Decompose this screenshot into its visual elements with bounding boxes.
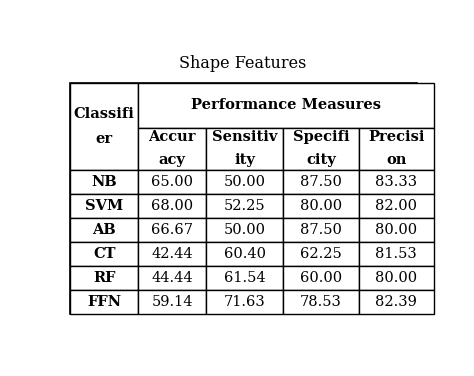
Bar	[283, 242, 359, 266]
Text: RF: RF	[93, 271, 116, 285]
Text: 50.00: 50.00	[224, 223, 266, 237]
Bar	[206, 194, 283, 218]
Bar	[70, 83, 418, 314]
Text: 62.25: 62.25	[300, 247, 342, 261]
Bar	[138, 218, 206, 242]
Text: 87.50: 87.50	[300, 223, 342, 237]
Text: 50.00: 50.00	[224, 175, 266, 189]
Text: CT: CT	[93, 247, 116, 261]
Text: 80.00: 80.00	[375, 271, 417, 285]
Text: 42.44: 42.44	[151, 247, 193, 261]
Bar	[70, 194, 138, 218]
Text: 60.40: 60.40	[224, 247, 266, 261]
Bar	[138, 242, 206, 266]
Text: Sensitiv
ity: Sensitiv ity	[212, 130, 277, 167]
Bar	[138, 170, 206, 194]
Text: Performance Measures: Performance Measures	[191, 98, 381, 112]
Text: 78.53: 78.53	[300, 295, 342, 309]
Bar	[206, 127, 283, 170]
Text: Shape Features: Shape Features	[179, 55, 307, 72]
Bar	[138, 127, 206, 170]
Bar	[70, 218, 138, 242]
Bar	[283, 218, 359, 242]
Text: 87.50: 87.50	[300, 175, 342, 189]
Text: 44.44: 44.44	[151, 271, 193, 285]
Bar	[283, 127, 359, 170]
Text: Classifi
er: Classifi er	[74, 107, 135, 146]
Bar	[206, 242, 283, 266]
Bar	[138, 266, 206, 290]
Text: 83.33: 83.33	[375, 175, 417, 189]
Text: 82.39: 82.39	[375, 295, 417, 309]
Bar	[283, 194, 359, 218]
Text: 60.00: 60.00	[300, 271, 342, 285]
Text: 52.25: 52.25	[224, 199, 265, 213]
Bar	[70, 266, 138, 290]
Bar	[206, 266, 283, 290]
Bar	[283, 266, 359, 290]
Text: NB: NB	[91, 175, 117, 189]
Bar	[206, 170, 283, 194]
Bar	[70, 83, 138, 170]
Text: 59.14: 59.14	[152, 295, 193, 309]
Bar	[359, 170, 434, 194]
Bar	[206, 218, 283, 242]
Text: Accur
acy: Accur acy	[148, 130, 196, 167]
Bar	[359, 290, 434, 314]
Text: Precisi
on: Precisi on	[368, 130, 425, 167]
Text: 61.54: 61.54	[224, 271, 265, 285]
Bar	[283, 170, 359, 194]
Bar	[359, 218, 434, 242]
Bar	[359, 127, 434, 170]
Bar	[138, 290, 206, 314]
Bar	[359, 266, 434, 290]
Text: 65.00: 65.00	[151, 175, 193, 189]
Text: 68.00: 68.00	[151, 199, 193, 213]
Text: 80.00: 80.00	[375, 223, 417, 237]
Text: 81.53: 81.53	[375, 247, 417, 261]
Bar	[70, 242, 138, 266]
Text: 82.00: 82.00	[375, 199, 417, 213]
Text: FFN: FFN	[87, 295, 121, 309]
Bar	[138, 83, 434, 127]
Text: 66.67: 66.67	[151, 223, 193, 237]
Text: AB: AB	[92, 223, 116, 237]
Bar	[359, 242, 434, 266]
Text: Specifi
city: Specifi city	[292, 130, 349, 167]
Text: 71.63: 71.63	[224, 295, 265, 309]
Bar	[138, 194, 206, 218]
Bar	[359, 194, 434, 218]
Bar	[70, 170, 138, 194]
Bar	[206, 290, 283, 314]
Bar	[70, 290, 138, 314]
Bar	[283, 290, 359, 314]
Text: 80.00: 80.00	[300, 199, 342, 213]
Text: SVM: SVM	[85, 199, 123, 213]
